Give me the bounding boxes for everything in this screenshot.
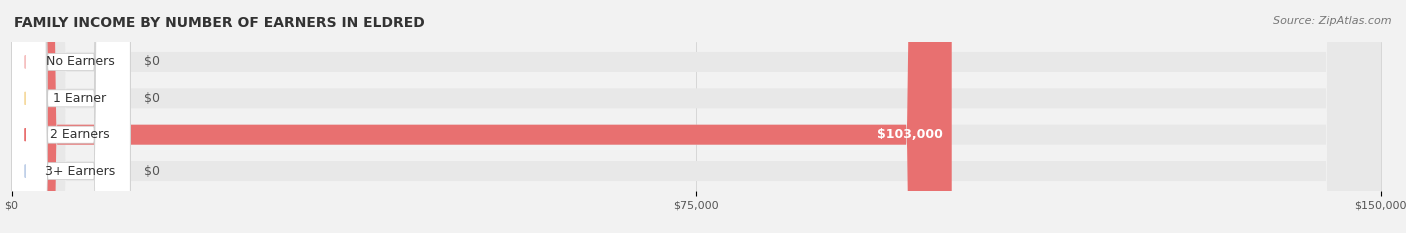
Text: 2 Earners: 2 Earners: [51, 128, 110, 141]
FancyBboxPatch shape: [11, 0, 1381, 233]
FancyBboxPatch shape: [11, 0, 131, 233]
Text: No Earners: No Earners: [45, 55, 114, 69]
FancyBboxPatch shape: [11, 0, 952, 233]
FancyBboxPatch shape: [11, 0, 131, 233]
FancyBboxPatch shape: [11, 0, 1381, 233]
Text: 1 Earner: 1 Earner: [53, 92, 107, 105]
Text: $0: $0: [143, 92, 160, 105]
Text: $0: $0: [143, 164, 160, 178]
FancyBboxPatch shape: [11, 0, 1381, 233]
FancyBboxPatch shape: [11, 0, 1381, 233]
Text: FAMILY INCOME BY NUMBER OF EARNERS IN ELDRED: FAMILY INCOME BY NUMBER OF EARNERS IN EL…: [14, 16, 425, 30]
Text: 3+ Earners: 3+ Earners: [45, 164, 115, 178]
Text: $0: $0: [143, 55, 160, 69]
FancyBboxPatch shape: [11, 0, 131, 233]
Text: Source: ZipAtlas.com: Source: ZipAtlas.com: [1274, 16, 1392, 26]
Text: $103,000: $103,000: [877, 128, 942, 141]
FancyBboxPatch shape: [11, 0, 131, 233]
